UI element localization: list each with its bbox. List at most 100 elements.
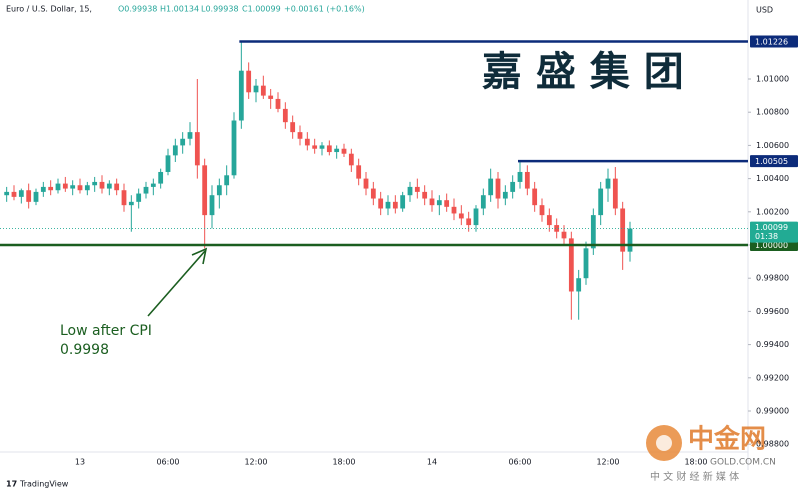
candle-body	[260, 85, 266, 96]
level-label: 1.00000	[755, 241, 788, 250]
candle-body	[598, 188, 604, 216]
candle-body	[165, 155, 171, 172]
symbol: Euro / U.S. Dollar, 15,	[6, 5, 92, 14]
candle-body	[334, 148, 340, 153]
candle-body	[209, 195, 215, 216]
candle-body	[378, 198, 384, 209]
x-tick-label: 13	[75, 458, 85, 467]
candle-body	[488, 178, 494, 196]
candle-body	[451, 206, 457, 214]
ohlc: C1.00099	[242, 5, 281, 14]
candle-body	[546, 215, 552, 226]
candle-body	[106, 183, 112, 189]
x-tick-label: 12:00	[596, 458, 619, 467]
countdown: 01:38	[755, 232, 778, 241]
candle-body	[444, 200, 450, 207]
logo-name: 中金网	[688, 424, 766, 455]
candle-body	[70, 185, 76, 189]
candle-body	[436, 200, 442, 206]
last-price-box	[750, 221, 798, 243]
candle-body	[627, 228, 633, 252]
candle-body	[268, 95, 274, 99]
candle-body	[620, 208, 626, 252]
y-tick-label: 0.99400	[756, 340, 789, 349]
candle-body	[495, 178, 501, 199]
candle-body	[356, 165, 362, 179]
candle-body	[4, 191, 10, 196]
currency: USD	[756, 6, 773, 15]
candle-body	[590, 215, 596, 249]
candle-body	[480, 195, 486, 209]
candle-body	[231, 120, 237, 176]
watermark: 嘉 盛 集 团	[482, 49, 684, 95]
candle-body	[524, 171, 530, 189]
candle-body	[62, 183, 68, 189]
y-tick-label: 0.99800	[756, 274, 789, 283]
level-label-box	[750, 35, 798, 48]
candle-body	[510, 181, 516, 192]
candle-body	[253, 85, 259, 93]
tv-icon: 17	[6, 480, 17, 489]
candle-body	[55, 183, 61, 191]
candle-body	[414, 186, 420, 192]
candle-body	[583, 248, 589, 279]
candle-body	[326, 145, 332, 153]
candle-body	[532, 188, 538, 206]
logo-tagline: 中 文 财 经 新 媒 体	[650, 470, 739, 483]
y-tick-label: 0.99600	[756, 307, 789, 316]
x-tick-label: 14	[427, 458, 437, 467]
candle-body	[605, 178, 611, 189]
candle-body	[290, 122, 296, 133]
candle-body	[202, 165, 208, 216]
arrow-head	[191, 247, 208, 265]
candle-body	[121, 190, 127, 206]
y-tick-label: 0.99000	[756, 406, 789, 415]
arrow-shaft	[147, 250, 206, 317]
candle-body	[407, 186, 413, 196]
candle-body	[400, 195, 406, 209]
change: +0.00161 (+0.16%)	[284, 5, 365, 14]
candle-body	[422, 191, 428, 199]
annotation-text: 0.9998	[60, 342, 109, 358]
ohlc: O0.99938	[118, 5, 157, 14]
candle-body	[561, 231, 567, 239]
branding: TradingView	[19, 480, 69, 489]
candle-body	[194, 132, 200, 166]
candle-body	[429, 198, 435, 206]
y-tick-label: 1.00400	[756, 174, 789, 183]
logo: 中金网 GOLD.COM.CN 中 文 财 经 新 媒 体	[646, 424, 776, 483]
candle-body	[26, 190, 32, 202]
candle-body	[502, 191, 508, 199]
candle-body	[370, 188, 376, 199]
candle-body	[77, 185, 83, 191]
x-tick-label: 18:00	[684, 458, 707, 467]
candle-body	[84, 185, 90, 191]
level-label: 1.01226	[755, 37, 788, 46]
candle-body	[114, 183, 120, 191]
candle-body	[576, 278, 582, 292]
y-tick-label: 1.01000	[756, 75, 789, 84]
annotation-arrow	[147, 247, 208, 317]
candle-body	[180, 138, 186, 146]
y-tick-label: 0.98800	[756, 440, 789, 449]
candle-body	[128, 201, 134, 206]
candle-body	[224, 175, 230, 186]
candle-body	[385, 201, 391, 209]
annotation-text: Low after CPI	[60, 323, 152, 339]
candle-body	[319, 145, 325, 149]
x-tick-label: 06:00	[156, 458, 179, 467]
candle-body	[297, 132, 303, 139]
y-tick-label: 1.00800	[756, 108, 789, 117]
candle-body	[99, 181, 105, 189]
x-tick-label: 12:00	[244, 458, 267, 467]
ohlc: L0.99938	[201, 5, 239, 14]
candle-body	[312, 145, 318, 149]
candle-body	[304, 138, 310, 146]
candle-body	[363, 178, 369, 189]
candle-body	[539, 205, 545, 216]
y-tick-label: 1.00200	[756, 207, 789, 216]
x-tick-label: 06:00	[508, 458, 531, 467]
ohlc: H1.00134	[160, 5, 199, 14]
